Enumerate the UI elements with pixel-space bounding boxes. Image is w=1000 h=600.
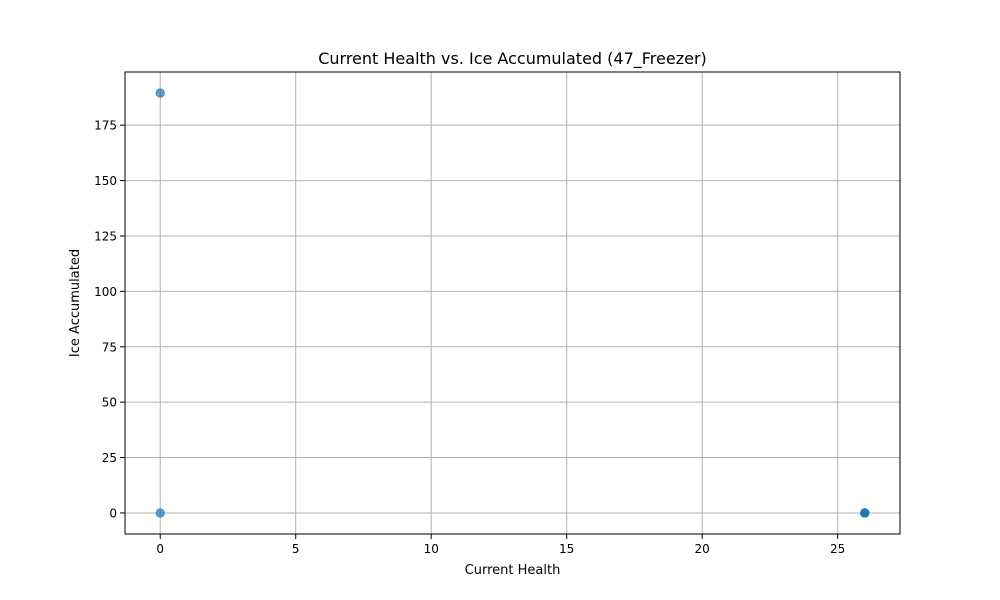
x-axis-ticks: 0 5 10 15 20 25 bbox=[156, 534, 845, 556]
y-tick-label: 75 bbox=[102, 340, 117, 354]
x-tick-label: 0 bbox=[156, 542, 164, 556]
x-tick-label: 10 bbox=[424, 542, 439, 556]
y-tick-label: 100 bbox=[94, 285, 117, 299]
grid bbox=[125, 72, 900, 534]
x-tick-label: 20 bbox=[695, 542, 710, 556]
x-tick-label: 25 bbox=[830, 542, 845, 556]
y-tick-label: 150 bbox=[94, 174, 117, 188]
y-tick-label: 50 bbox=[102, 396, 117, 410]
y-axis-label: Ice Accumulated bbox=[68, 249, 83, 357]
data-point bbox=[155, 88, 165, 98]
x-tick-label: 5 bbox=[292, 542, 300, 556]
y-axis-ticks: 0 25 50 75 100 125 150 175 bbox=[94, 119, 125, 520]
y-tick-label: 25 bbox=[102, 451, 117, 465]
chart-title: Current Health vs. Ice Accumulated (47_F… bbox=[318, 49, 707, 69]
x-axis-label: Current Health bbox=[465, 563, 561, 578]
y-tick-label: 0 bbox=[109, 506, 117, 520]
plot-frame bbox=[124, 71, 901, 535]
data-points bbox=[155, 88, 870, 518]
x-tick-label: 15 bbox=[559, 542, 574, 556]
y-tick-label: 175 bbox=[94, 119, 117, 133]
data-point bbox=[155, 508, 165, 518]
data-point bbox=[860, 508, 870, 518]
y-tick-label: 125 bbox=[94, 229, 117, 243]
